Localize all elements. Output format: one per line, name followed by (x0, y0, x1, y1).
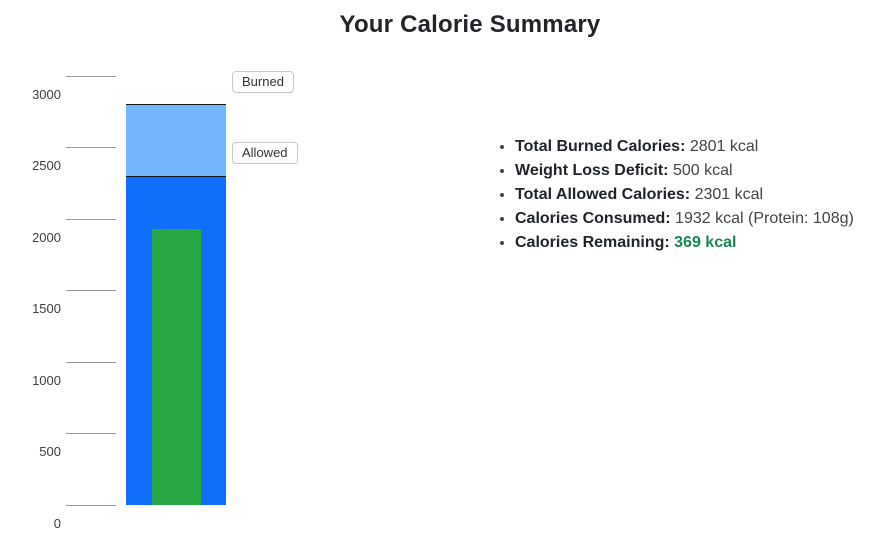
summary-item-value: 2301 kcal (694, 186, 764, 203)
page-title: Your Calorie Summary (339, 11, 601, 38)
summary-item-value-highlight: 369 kcal (674, 234, 737, 251)
y-axis-tick (66, 75, 116, 77)
y-axis-tick (66, 218, 116, 220)
y-axis-tick-label: 2000 (32, 229, 61, 245)
y-axis-tick (66, 433, 116, 435)
summary-item-label: Weight Loss Deficit: (515, 162, 669, 179)
summary-item-label: Calories Consumed: (515, 210, 671, 227)
summary-item-consumed: Calories Consumed: 1932 kcal (Protein: 1… (515, 207, 854, 231)
summary-item-value: 2801 kcal (689, 138, 759, 155)
summary-item-label: Total Burned Calories: (515, 138, 686, 155)
bar-segment-consumed (152, 228, 201, 505)
summary-item-remaining: Calories Remaining: 369 kcal (515, 231, 854, 255)
y-axis-tick (66, 147, 116, 149)
summary-item-label: Calories Remaining: (515, 234, 670, 251)
y-axis-tick-label: 500 (39, 444, 61, 460)
summary-item-value: 500 kcal (672, 162, 733, 179)
y-axis-tick-label: 3000 (32, 86, 61, 102)
summary-item-deficit: Weight Loss Deficit: 500 kcal (515, 159, 854, 183)
y-axis-tick-label: 1500 (32, 301, 61, 317)
y-axis-tick (66, 290, 116, 292)
summary-item-value: 1932 kcal (Protein: 108g) (675, 210, 854, 227)
segment-label-allowed: Allowed (232, 142, 298, 165)
y-axis-tick (66, 505, 116, 506)
y-axis-tick-label: 2500 (32, 158, 61, 174)
summary-item-label: Total Allowed Calories: (515, 186, 691, 203)
y-axis-tick (66, 361, 116, 363)
summary-item-burned: Total Burned Calories: 2801 kcal (515, 135, 854, 159)
y-axis-tick-label: 0 (53, 516, 61, 531)
summary-list: Total Burned Calories: 2801 kcal Weight … (483, 135, 854, 255)
calorie-chart: 0 500 1000 1500 2000 2500 3000 Burned Allowed (0, 0, 330, 556)
y-axis-tick-label: 1000 (32, 372, 61, 388)
summary-item-allowed: Total Allowed Calories: 2301 kcal (515, 183, 854, 207)
segment-label-burned: Burned (232, 70, 294, 93)
